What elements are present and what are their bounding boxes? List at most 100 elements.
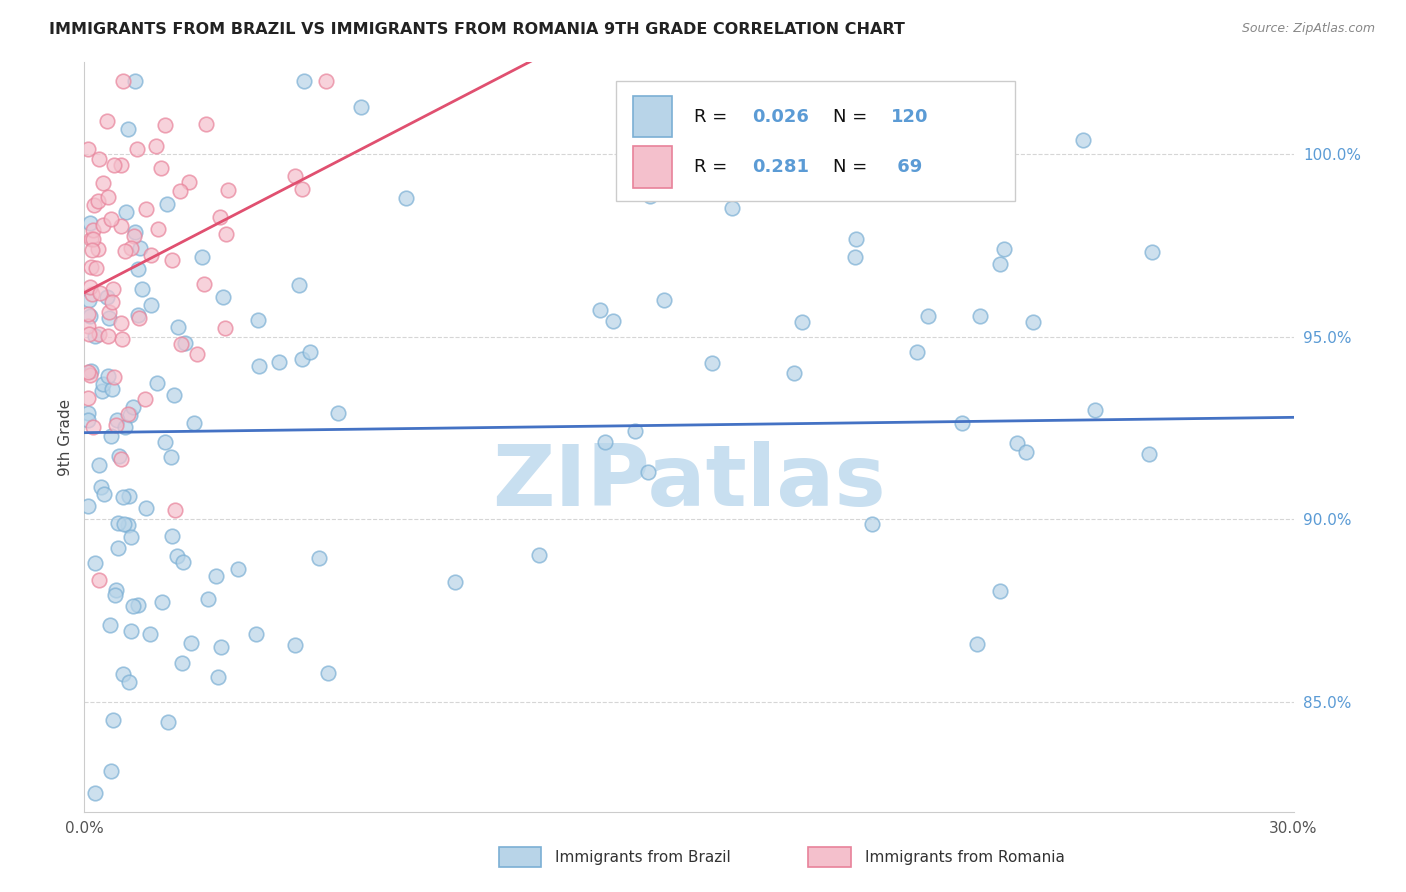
Point	[156, 714, 179, 729]
Point	[127, 142, 149, 156]
Point	[110, 316, 132, 330]
Point	[117, 121, 139, 136]
Point	[83, 328, 105, 343]
Point	[214, 320, 236, 334]
Point	[209, 640, 232, 654]
Text: N =: N =	[832, 108, 873, 126]
Point	[131, 282, 153, 296]
Point	[79, 309, 101, 323]
Point	[170, 336, 193, 351]
Point	[87, 326, 110, 341]
Point	[117, 517, 139, 532]
Point	[917, 309, 939, 323]
Point	[93, 487, 115, 501]
Point	[1005, 436, 1028, 450]
Point	[122, 229, 145, 244]
Point	[77, 327, 100, 342]
Point	[90, 480, 112, 494]
Point	[77, 307, 100, 321]
Point	[214, 227, 236, 241]
Point	[87, 194, 110, 208]
Point	[315, 73, 337, 87]
Point	[87, 458, 110, 472]
Point	[988, 257, 1011, 271]
Point	[139, 298, 162, 312]
Point	[96, 114, 118, 128]
Point	[111, 332, 134, 346]
Text: Immigrants from Romania: Immigrants from Romania	[865, 850, 1064, 864]
Bar	[633, 96, 672, 137]
Point	[165, 502, 187, 516]
Point	[107, 516, 129, 530]
Text: 69: 69	[891, 158, 922, 176]
Point	[149, 161, 172, 175]
Point	[112, 517, 135, 532]
Point	[114, 419, 136, 434]
Point	[120, 408, 142, 422]
Point	[83, 556, 105, 570]
Point	[623, 424, 645, 438]
Point	[637, 465, 659, 479]
Point	[80, 364, 103, 378]
Text: R =: R =	[693, 158, 733, 176]
Point	[100, 764, 122, 778]
Point	[226, 562, 249, 576]
Point	[247, 313, 270, 327]
Point	[105, 417, 128, 432]
Point	[103, 158, 125, 172]
Point	[595, 435, 617, 450]
Point	[104, 582, 127, 597]
Point	[121, 599, 143, 613]
Point	[155, 118, 177, 132]
Text: 0.026: 0.026	[752, 108, 808, 126]
Text: 120: 120	[891, 108, 928, 126]
Point	[245, 626, 267, 640]
Point	[845, 232, 868, 246]
Point	[177, 175, 200, 189]
Point	[166, 549, 188, 564]
Y-axis label: 9th Grade: 9th Grade	[58, 399, 73, 475]
Point	[77, 142, 100, 156]
Point	[443, 574, 465, 589]
Point	[316, 666, 339, 681]
Point	[112, 666, 135, 681]
Point	[127, 262, 149, 277]
Point	[79, 279, 101, 293]
Point	[138, 627, 160, 641]
Point	[966, 637, 988, 651]
Point	[82, 420, 104, 434]
Point	[183, 416, 205, 430]
Point	[134, 392, 156, 406]
Point	[87, 152, 110, 166]
Point	[89, 285, 111, 300]
Point	[186, 347, 208, 361]
Point	[217, 183, 239, 197]
Point	[172, 555, 194, 569]
Point	[135, 500, 157, 515]
Point	[127, 308, 149, 322]
Point	[118, 674, 141, 689]
Text: IMMIGRANTS FROM BRAZIL VS IMMIGRANTS FROM ROMANIA 9TH GRADE CORRELATION CHART: IMMIGRANTS FROM BRAZIL VS IMMIGRANTS FRO…	[49, 22, 905, 37]
Point	[120, 241, 142, 255]
Point	[652, 293, 675, 308]
Point	[205, 568, 228, 582]
Point	[129, 241, 152, 255]
Point	[702, 356, 724, 370]
Point	[148, 221, 170, 235]
Point	[299, 345, 322, 359]
Point	[292, 73, 315, 87]
Text: Source: ZipAtlas.com: Source: ZipAtlas.com	[1241, 22, 1375, 36]
Point	[100, 212, 122, 227]
Point	[166, 320, 188, 334]
Point	[97, 368, 120, 383]
Point	[107, 541, 129, 555]
Point	[80, 232, 103, 246]
Point	[146, 376, 169, 390]
Point	[82, 223, 104, 237]
Point	[77, 392, 100, 406]
Point	[97, 305, 120, 319]
Point	[150, 595, 173, 609]
Point	[350, 100, 373, 114]
Point	[77, 406, 100, 420]
Point	[124, 73, 146, 87]
